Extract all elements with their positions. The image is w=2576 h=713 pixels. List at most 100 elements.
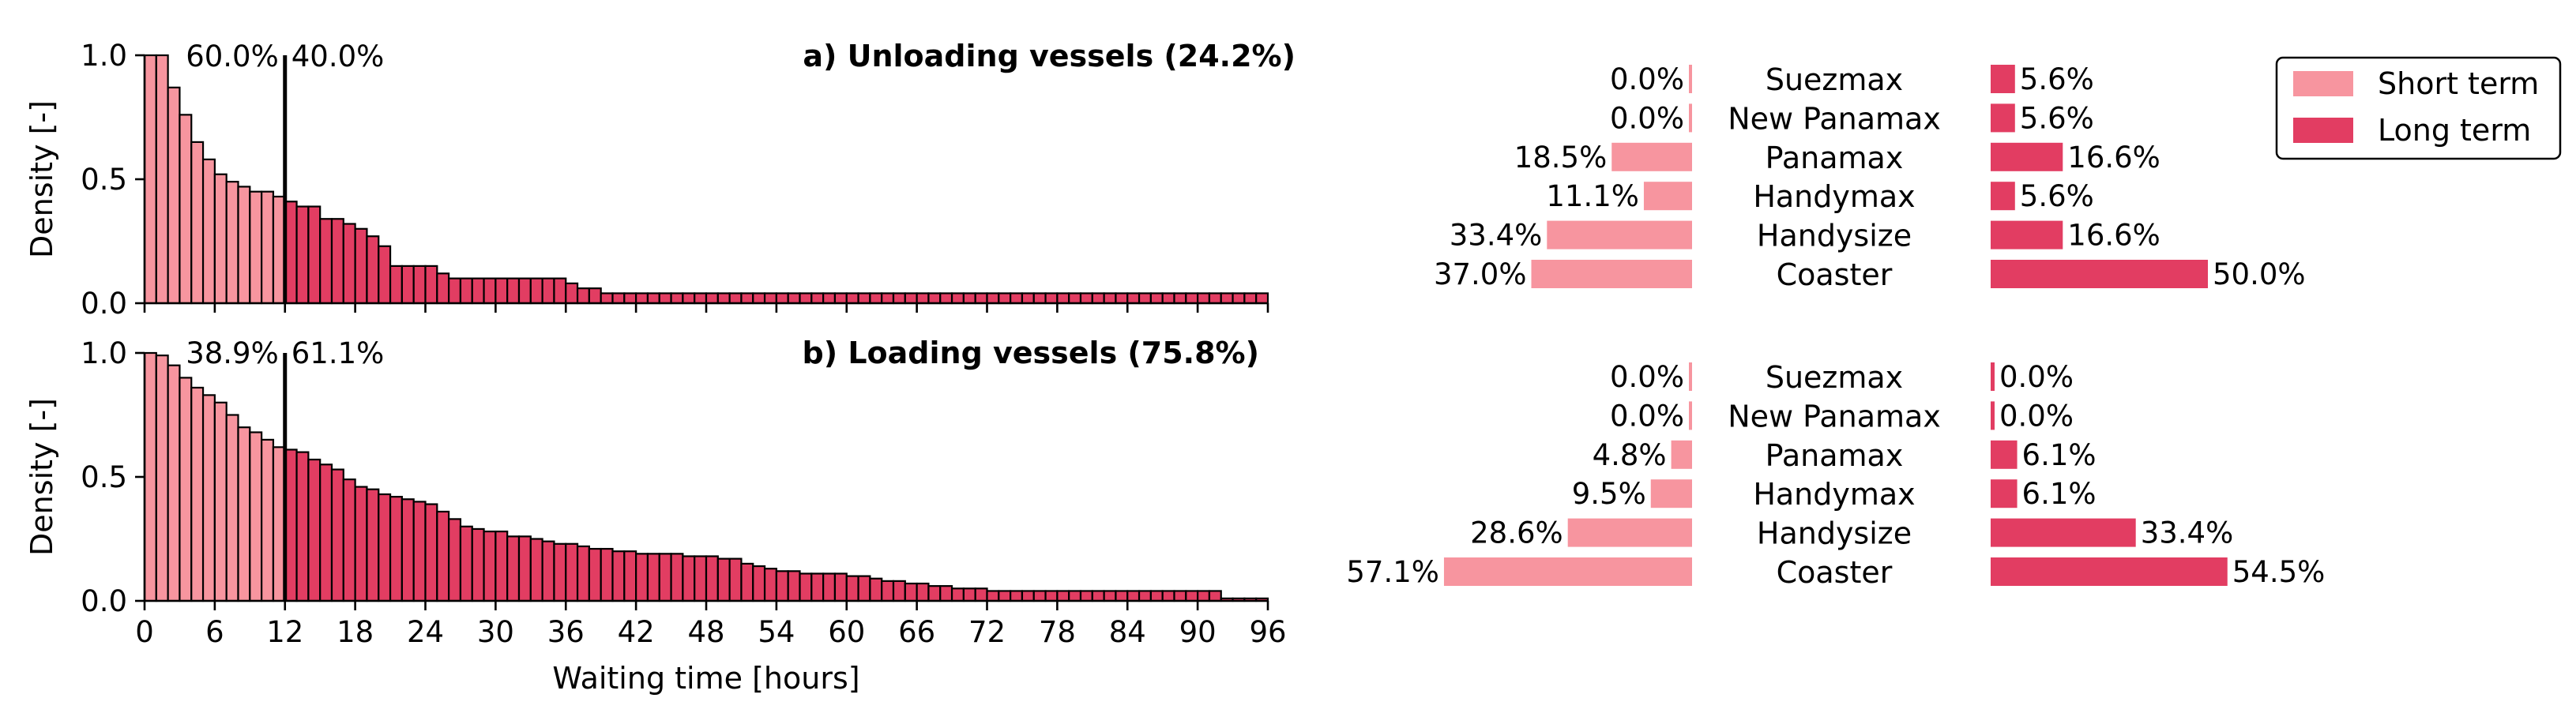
vessel-class-label: Coaster	[1777, 257, 1893, 292]
long-term-value-label: 5.6%	[2020, 62, 2094, 96]
histogram-bar	[670, 292, 684, 305]
y-tick-label: 1.0	[81, 336, 127, 370]
legend: Short term Long term	[2275, 56, 2562, 160]
histogram-bar	[448, 277, 462, 305]
histogram-bar	[904, 582, 918, 602]
long-term-value-label: 0.0%	[1999, 399, 2074, 433]
histogram-bar	[1103, 590, 1117, 602]
vessel-class-label: Handymax	[1753, 477, 1915, 512]
histogram-bar	[763, 568, 777, 602]
panel-title: a) Unloading vessels (24.2%)	[803, 39, 1296, 73]
long-term-bar	[1991, 182, 2015, 211]
histogram-bar	[1173, 590, 1187, 602]
histogram-bar	[904, 292, 918, 305]
histogram-bar	[295, 205, 310, 305]
short-term-bar	[1689, 401, 1692, 430]
legend-swatch-short	[2293, 71, 2353, 96]
legend-label-short: Short term	[2378, 66, 2539, 101]
histogram-bar	[366, 235, 380, 305]
histogram-bar	[1091, 590, 1105, 602]
histogram-bar	[892, 292, 906, 305]
vessel-class-label: Handysize	[1757, 516, 1912, 551]
histogram-bar	[506, 277, 521, 305]
long-term-value-label: 50.0%	[2213, 257, 2306, 291]
histogram-bar	[740, 562, 754, 602]
histogram-bar	[1079, 292, 1093, 305]
histogram-bar	[670, 553, 684, 602]
vessel-class-label: Panamax	[1766, 141, 1904, 175]
histogram-bar	[740, 292, 754, 305]
y-tick-label: 0.5	[81, 460, 127, 494]
short-share-label: 60.0%	[186, 39, 279, 73]
histogram-bar	[1115, 590, 1129, 602]
histogram-bar	[1208, 590, 1222, 602]
histogram-bar	[635, 292, 649, 305]
histogram-bar	[1138, 292, 1152, 305]
long-term-value-label: 5.6%	[2020, 179, 2094, 213]
histogram-bar	[623, 550, 637, 602]
histogram-bar	[483, 277, 497, 305]
histogram-bar	[436, 272, 450, 305]
histogram-bar	[962, 292, 976, 305]
histogram-bar	[201, 158, 216, 305]
histogram-bar	[1032, 590, 1047, 602]
histogram-bar	[998, 292, 1012, 305]
histogram-bar	[787, 570, 801, 602]
histogram-bar	[1021, 292, 1035, 305]
histogram-bar	[658, 553, 672, 602]
long-term-value-label: 5.6%	[2020, 101, 2094, 135]
histogram-bar	[822, 292, 837, 305]
long-share-label: 61.1%	[291, 336, 385, 370]
x-tick-label: 12	[266, 615, 303, 649]
short-term-bar	[1531, 260, 1692, 288]
histogram-bar	[225, 414, 239, 602]
histogram-bar	[986, 292, 1000, 305]
x-tick-label: 72	[968, 615, 1006, 649]
short-term-bar	[1650, 479, 1692, 508]
histogram-bar	[307, 205, 322, 305]
vessel-class-label: Suezmax	[1766, 360, 1903, 395]
histogram-bar	[261, 438, 275, 602]
histogram-bar	[869, 292, 883, 305]
histogram-bar	[529, 538, 543, 602]
long-term-bar	[1991, 479, 2018, 508]
legend-label-long: Long term	[2378, 113, 2531, 148]
histogram-bar	[576, 287, 590, 305]
histogram-bar	[1255, 292, 1269, 305]
histogram-bar	[412, 501, 427, 602]
long-term-bar	[1991, 557, 2228, 586]
histogram-bar	[1021, 590, 1035, 602]
histogram-bar	[389, 265, 403, 305]
long-term-value-label: 0.0%	[1999, 360, 2074, 394]
histogram-bar	[822, 572, 837, 602]
histogram-bar	[155, 54, 169, 305]
histogram-bar	[436, 510, 450, 602]
histogram-bar	[506, 535, 521, 602]
histogram-bar	[354, 227, 368, 305]
histogram-bar	[249, 190, 263, 305]
long-term-bar	[1991, 103, 2015, 133]
histogram-bar	[459, 277, 473, 305]
short-term-bar	[1689, 65, 1692, 93]
histogram-bar	[1185, 590, 1199, 602]
histogram-bar	[319, 463, 333, 602]
y-tick-label: 0.0	[81, 584, 127, 618]
long-term-value-label: 54.5%	[2232, 555, 2326, 589]
long-term-bar	[1991, 65, 2015, 93]
histogram-bar	[483, 530, 497, 602]
histogram-bar	[962, 587, 976, 602]
histogram-bar	[1126, 590, 1141, 602]
loading-histogram: 0.0 0.5 1.0 0 6 12 18 24 30 36 42 48 54 60 66 72 78 84 90…	[24, 336, 1287, 649]
panel-title: b) Loading vessels (75.8%)	[803, 336, 1259, 370]
x-tick-label: 18	[337, 615, 374, 649]
histogram-bar	[752, 565, 766, 602]
histogram-bar	[167, 364, 181, 602]
histogram-bar	[237, 426, 251, 602]
short-term-bar	[1671, 440, 1692, 469]
histogram-bar	[1032, 292, 1047, 305]
histogram-bar	[857, 292, 871, 305]
histogram-bar	[775, 292, 789, 305]
histogram-bar	[845, 292, 859, 305]
histogram-bar	[763, 292, 777, 305]
short-term-bar	[1611, 142, 1692, 171]
